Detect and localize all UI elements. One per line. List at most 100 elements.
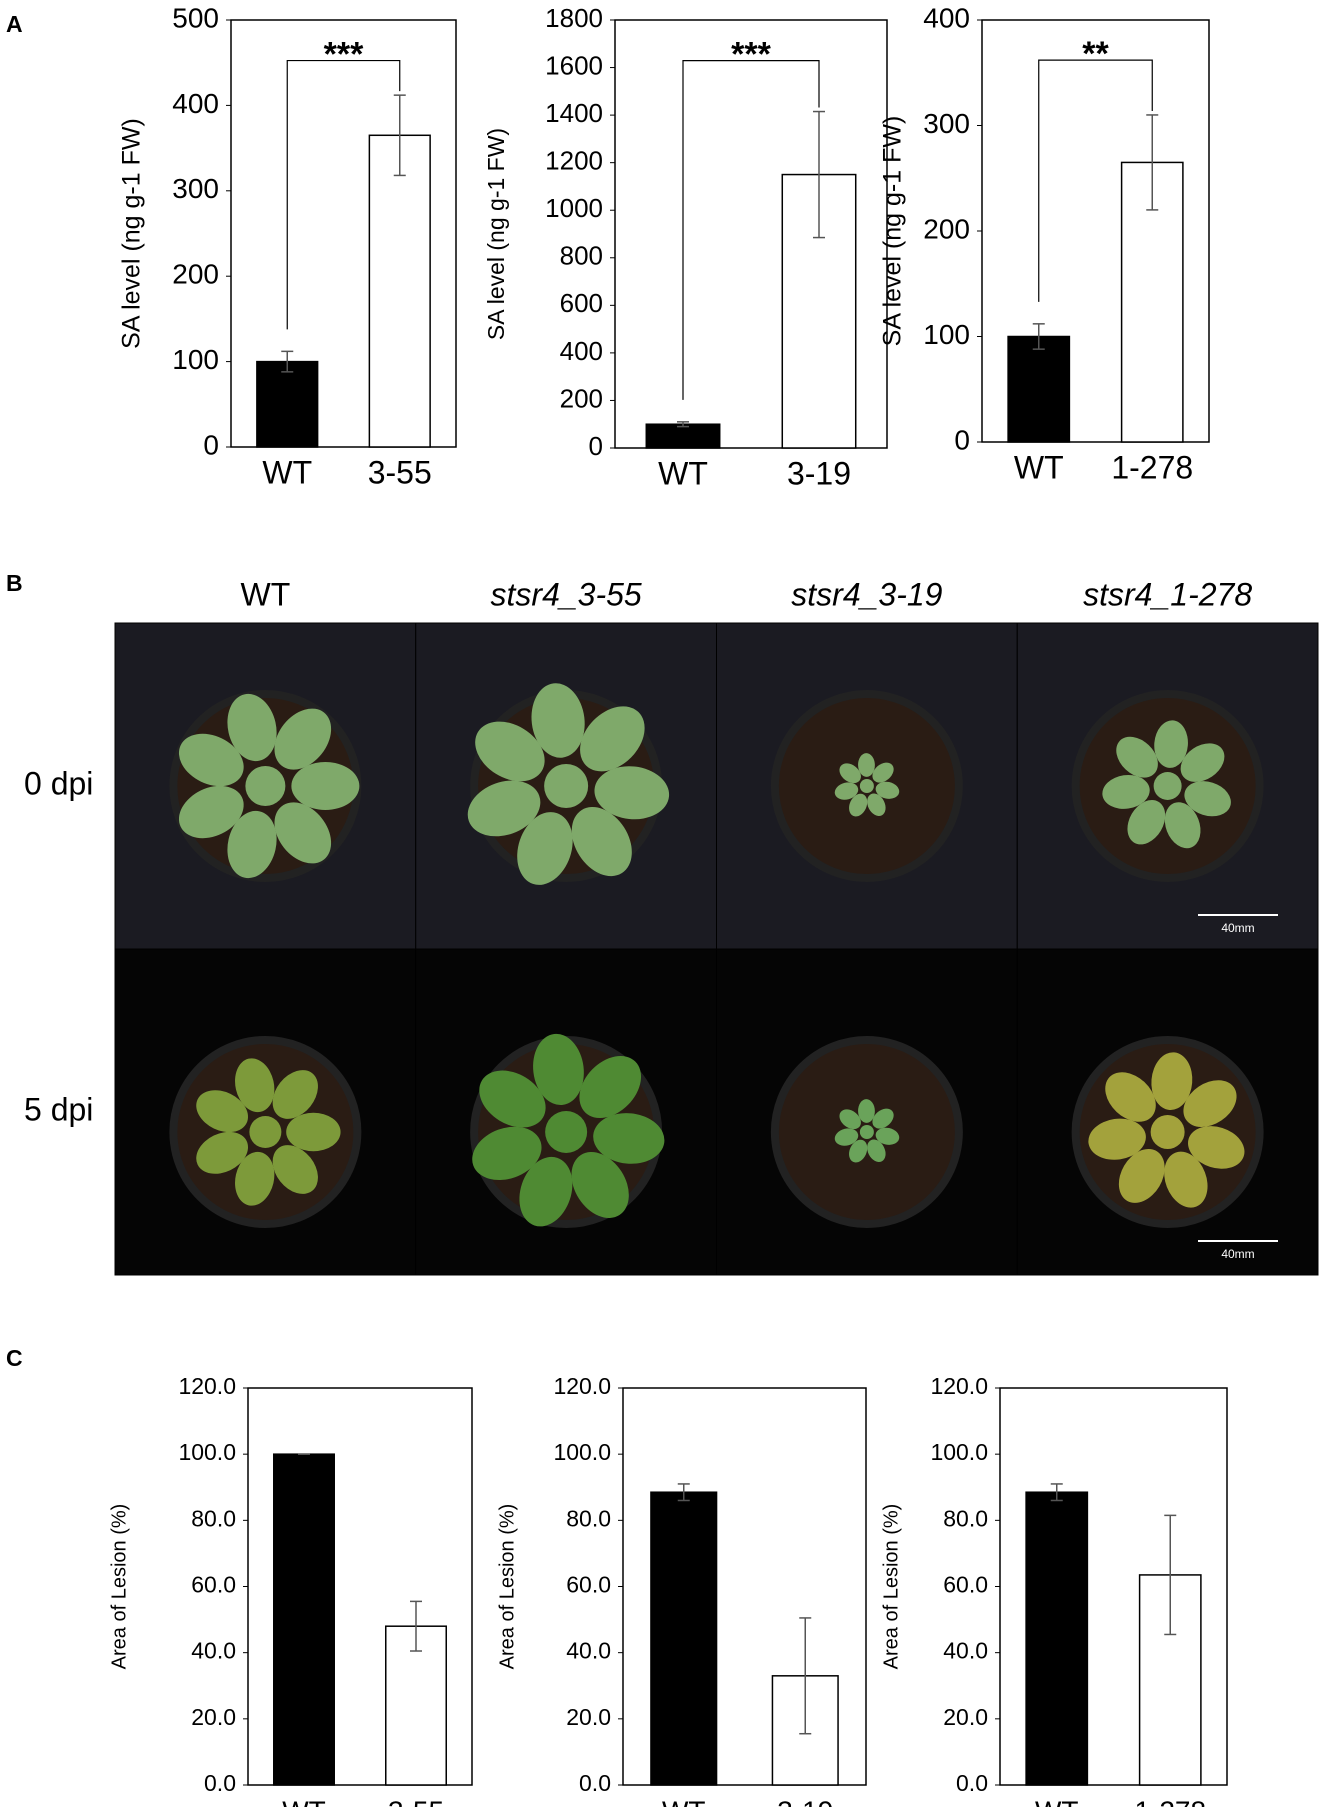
y-tick-label: 120.0 <box>178 1373 236 1399</box>
y-tick-label: 1000 <box>545 193 603 223</box>
leaf <box>1105 1072 1156 1122</box>
y-tick-label: 300 <box>923 108 970 139</box>
leaf <box>274 708 332 770</box>
scale-bar-label: 40mm <box>1221 921 1254 935</box>
leaf <box>249 1116 282 1148</box>
significance-bracket <box>286 59 401 330</box>
y-tick-label: 1800 <box>545 3 603 33</box>
leaf <box>517 812 573 885</box>
leaf <box>1088 1118 1146 1160</box>
leaf <box>594 766 670 820</box>
bar <box>256 360 319 448</box>
y-tick-label: 0 <box>589 431 603 461</box>
leaf <box>178 785 244 839</box>
y-tick-label: 0.0 <box>204 1770 236 1796</box>
leaf <box>531 683 585 758</box>
leaf <box>472 1126 542 1181</box>
x-tick-label: 1-278 <box>1134 1795 1206 1807</box>
leaf <box>1153 772 1182 800</box>
leaf <box>849 1139 868 1163</box>
bar <box>1025 1491 1089 1786</box>
panel-label: C <box>6 1345 23 1371</box>
leaf <box>839 1109 861 1130</box>
y-tick-label: 400 <box>560 336 603 366</box>
panel-label: A <box>6 11 23 37</box>
leaf <box>196 1090 249 1133</box>
leaf <box>834 782 859 800</box>
significance-bracket <box>682 60 820 400</box>
y-tick-label: 400 <box>923 2 970 33</box>
significance-label: *** <box>731 36 771 74</box>
y-tick-label: 20.0 <box>191 1704 236 1730</box>
leaf <box>1184 781 1231 817</box>
y-tick-label: 300 <box>172 173 219 204</box>
y-tick-label: 120.0 <box>930 1373 988 1399</box>
bar <box>385 1625 447 1786</box>
leaf <box>227 693 277 762</box>
scale-bar-label: 40mm <box>1221 1247 1254 1261</box>
y-tick-label: 60.0 <box>943 1572 988 1598</box>
y-axis-title: Area of Lesion (%) <box>108 1504 130 1670</box>
y-tick-label: 200 <box>172 259 219 290</box>
leaf <box>1151 1052 1193 1111</box>
leaf <box>475 721 545 782</box>
y-tick-label: 0 <box>954 424 970 455</box>
y-tick-label: 80.0 <box>943 1505 988 1531</box>
x-tick-label: 3-55 <box>388 1795 444 1807</box>
leaf <box>872 1108 894 1129</box>
y-tick-label: 120.0 <box>553 1373 611 1399</box>
y-tick-label: 500 <box>172 2 219 33</box>
y-tick-label: 80.0 <box>191 1505 236 1531</box>
leaf <box>1154 720 1188 768</box>
leaf <box>533 1033 584 1106</box>
y-tick-label: 0.0 <box>956 1770 988 1796</box>
leaf <box>875 1127 900 1145</box>
y-tick-label: 1600 <box>545 50 603 80</box>
x-tick-label: WT <box>658 455 708 491</box>
leaf <box>858 1099 875 1123</box>
y-axis-title: Area of Lesion (%) <box>880 1504 902 1670</box>
leaf <box>579 1056 642 1119</box>
leaf <box>859 779 874 793</box>
y-tick-label: 20.0 <box>943 1704 988 1730</box>
y-tick-label: 100.0 <box>178 1439 236 1465</box>
y-tick-label: 100 <box>923 319 970 350</box>
column-label: stsr4_3-55 <box>491 576 642 612</box>
y-tick-label: 1400 <box>545 98 603 128</box>
leaf <box>872 762 894 783</box>
leaf <box>1127 799 1166 845</box>
bar <box>1007 335 1071 443</box>
x-tick-label: WT <box>1014 449 1064 485</box>
column-label: stsr4_1-278 <box>1083 576 1252 612</box>
y-tick-label: 80.0 <box>566 1505 611 1531</box>
y-tick-label: 40.0 <box>191 1638 236 1664</box>
leaf <box>1180 743 1225 782</box>
x-tick-label: 3-55 <box>368 454 432 490</box>
significance-bracket <box>1038 59 1153 302</box>
y-tick-label: 600 <box>560 288 603 318</box>
bar <box>368 134 431 448</box>
leaf <box>1116 736 1158 778</box>
leaf <box>849 793 868 817</box>
leaf <box>858 753 875 777</box>
y-tick-label: 100 <box>172 344 219 375</box>
leaf <box>839 763 861 784</box>
x-tick-label: WT <box>282 1795 326 1807</box>
y-tick-label: 0 <box>203 429 219 460</box>
leaf <box>196 1131 249 1174</box>
row-label: 0 dpi <box>24 765 93 801</box>
bar <box>273 1453 335 1786</box>
leaf <box>1118 1148 1165 1203</box>
bar <box>650 1491 718 1786</box>
x-tick-label: 3-19 <box>787 455 851 491</box>
y-tick-label: 200 <box>923 213 970 244</box>
y-tick-label: 0.0 <box>579 1770 611 1796</box>
significance-label: ** <box>1082 35 1109 73</box>
y-axis-title: Area of Lesion (%) <box>496 1504 518 1670</box>
y-tick-label: 40.0 <box>566 1638 611 1664</box>
leaf <box>571 806 632 877</box>
leaf <box>235 1151 275 1206</box>
y-tick-label: 20.0 <box>566 1704 611 1730</box>
leaf <box>859 1125 874 1139</box>
